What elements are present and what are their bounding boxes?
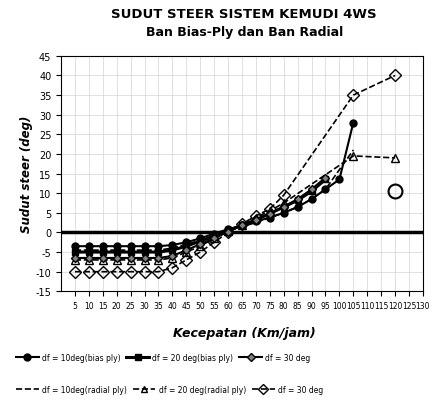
Text: Kecepatan (Km/jam): Kecepatan (Km/jam) <box>173 326 316 339</box>
Text: Ban Bias-Ply dan Ban Radial: Ban Bias-Ply dan Ban Radial <box>146 26 343 39</box>
Legend: df = 10deg(bias ply), df = 20 deg(bias ply), df = 30 deg: df = 10deg(bias ply), df = 20 deg(bias p… <box>13 350 313 365</box>
Text: SUDUT STEER SISTEM KEMUDI 4WS: SUDUT STEER SISTEM KEMUDI 4WS <box>111 8 377 21</box>
Y-axis label: Sudut steer (deg): Sudut steer (deg) <box>20 115 33 233</box>
Legend: df = 10deg(radial ply), df = 20 deg(radial ply), df = 30 deg: df = 10deg(radial ply), df = 20 deg(radi… <box>13 382 326 397</box>
